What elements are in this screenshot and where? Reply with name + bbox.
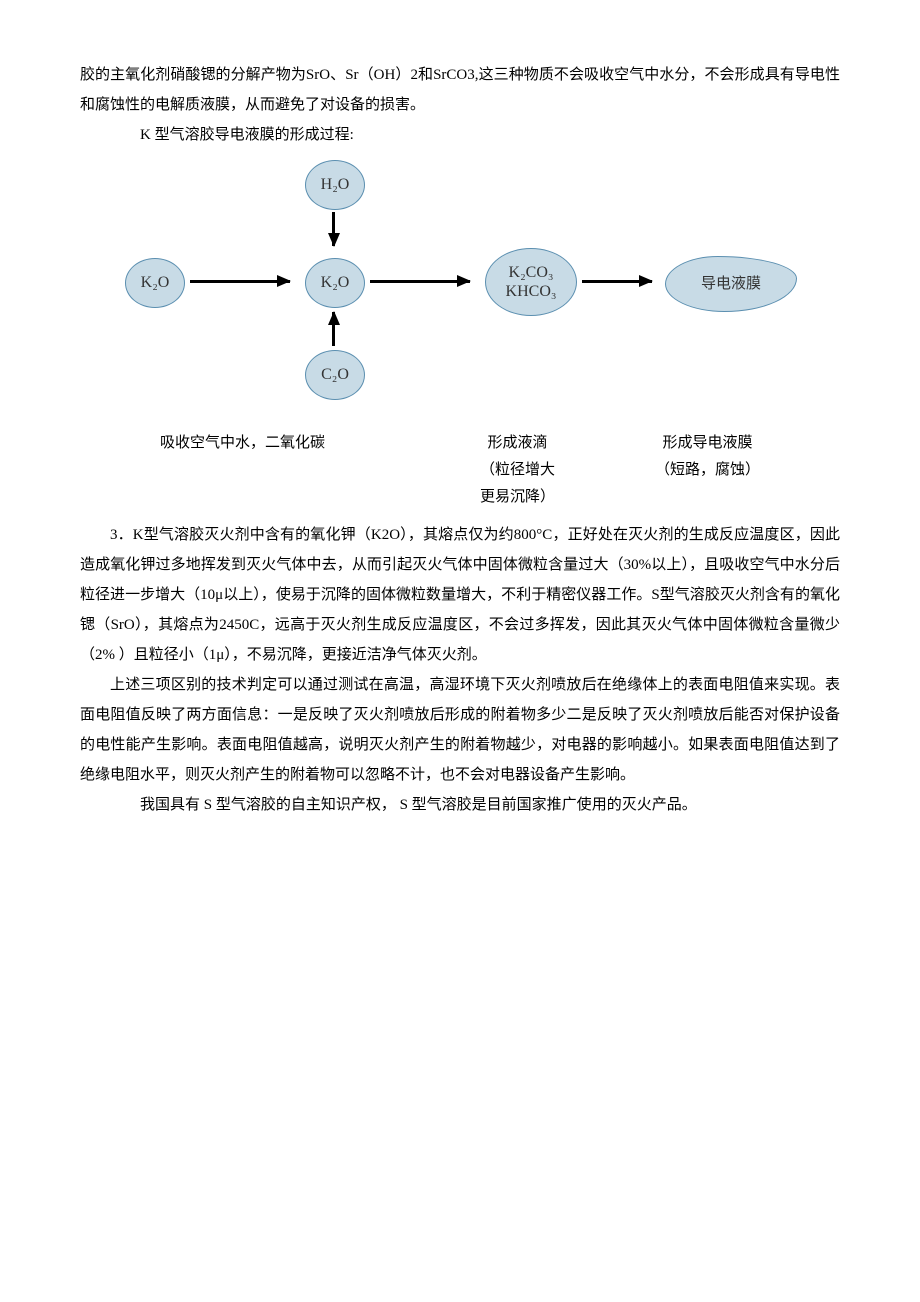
caption-droplet-1: 形成液滴	[480, 430, 555, 457]
caption-film: 形成导电液膜 （短路，腐蚀）	[655, 430, 760, 484]
caption-droplet-2: （粒径增大	[480, 457, 555, 484]
caption-film-1: 形成导电液膜	[655, 430, 760, 457]
arrow-1	[190, 280, 290, 283]
paragraph-3: 3．K型气溶胶灭火剂中含有的氧化钾（K2O），其熔点仅为约800°C，正好处在灭…	[80, 520, 840, 670]
node-k2co3-label: K₂CO₃	[509, 263, 554, 282]
caption-absorb: 吸收空气中水，二氧化碳	[160, 430, 325, 457]
arrow-c2o-up	[332, 312, 335, 346]
k-type-diagram: H₂O K₂O K₂O C₂O K₂CO₃ KHCO₃ 导电液膜 吸收空气中水，…	[100, 160, 820, 500]
node-khco3-label: KHCO₃	[506, 282, 557, 301]
node-h2o: H₂O	[305, 160, 365, 210]
caption-droplet: 形成液滴 （粒径增大 更易沉降）	[480, 430, 555, 511]
node-k2o-left: K₂O	[125, 258, 185, 308]
arrow-h2o-down	[332, 212, 335, 246]
paragraph-4: 上述三项区别的技术判定可以通过测试在高温，高湿环境下灭火剂喷放后在绝缘体上的表面…	[80, 670, 840, 790]
node-carbonate: K₂CO₃ KHCO₃	[485, 248, 577, 316]
paragraph-2: K 型气溶胶导电液膜的形成过程:	[80, 120, 840, 150]
arrow-3	[582, 280, 652, 283]
caption-droplet-3: 更易沉降）	[480, 484, 555, 511]
node-c2o: C₂O	[305, 350, 365, 400]
paragraph-1: 胶的主氧化剂硝酸锶的分解产物为SrO、Sr（OH）2和SrCO3,这三种物质不会…	[80, 60, 840, 120]
caption-film-2: （短路，腐蚀）	[655, 457, 760, 484]
arrow-2	[370, 280, 470, 283]
node-film: 导电液膜	[665, 256, 797, 312]
paragraph-5: 我国具有 S 型气溶胶的自主知识产权， S 型气溶胶是目前国家推广使用的灭火产品…	[80, 790, 840, 820]
node-k2o-mid: K₂O	[305, 258, 365, 308]
